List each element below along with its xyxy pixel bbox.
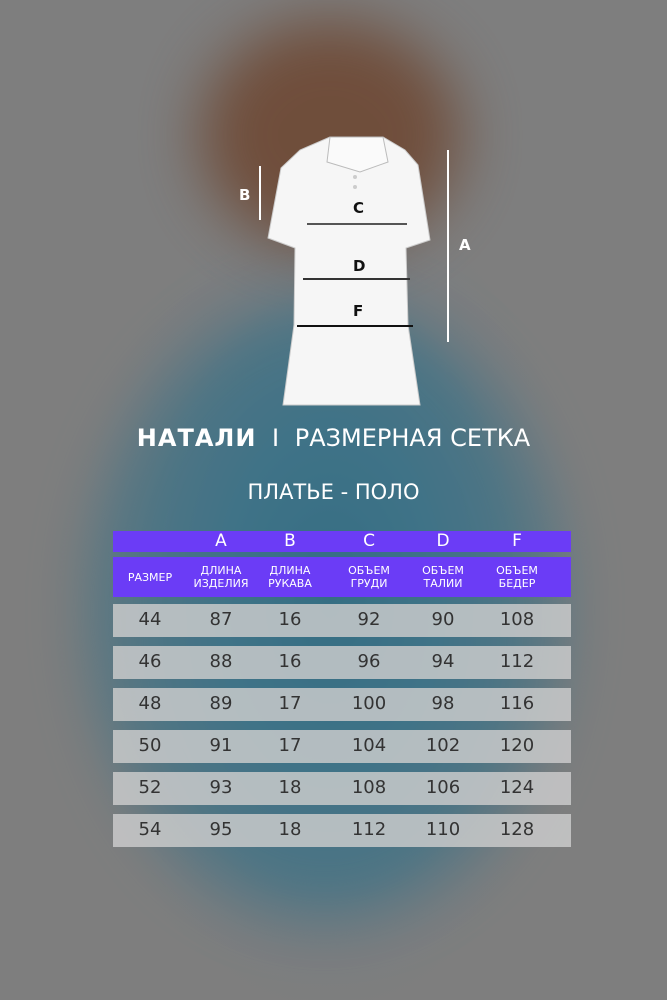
- table-cell: 44: [138, 609, 162, 630]
- table-cell: 98: [431, 693, 455, 714]
- table-row: 46 88 16 96 94 112: [113, 646, 571, 679]
- column-header-row: РАЗМЕР ДЛИНА ИЗДЕЛИЯ ДЛИНА РУКАВА ОБЪЕМ ГРУ…: [113, 557, 571, 597]
- column-letter: A: [215, 531, 227, 551]
- table-cell: 112: [499, 651, 535, 672]
- table-cell: 128: [499, 819, 535, 840]
- table-row: 48 89 17 100 98 116: [113, 688, 571, 721]
- table-cell: 100: [351, 693, 387, 714]
- table-row: 50 91 17 104 102 120: [113, 730, 571, 763]
- table-cell: 91: [209, 735, 233, 756]
- table-cell: 17: [278, 735, 302, 756]
- table-cell: 50: [138, 735, 162, 756]
- label-b: B: [239, 186, 251, 204]
- table-cell: 52: [138, 777, 162, 798]
- table-cell: 112: [351, 819, 387, 840]
- table-cell: 95: [209, 819, 233, 840]
- table-cell: 89: [209, 693, 233, 714]
- column-letter: C: [363, 531, 375, 551]
- brand-separator: I: [272, 424, 280, 452]
- table-row: 44 87 16 92 90 108: [113, 604, 571, 637]
- table-cell: 116: [499, 693, 535, 714]
- table-cell: 106: [425, 777, 461, 798]
- table-cell: 16: [278, 651, 302, 672]
- column-header: ОБЪЕМ БЕДЕР: [496, 564, 538, 590]
- table-cell: 104: [351, 735, 387, 756]
- table-cell: 90: [431, 609, 455, 630]
- page-title: РАЗМЕРНАЯ СЕТКА: [294, 424, 531, 452]
- table-cell: 54: [138, 819, 162, 840]
- table-cell: 48: [138, 693, 162, 714]
- product-subtitle: ПЛАТЬЕ - ПОЛО: [247, 480, 420, 504]
- column-letter: D: [436, 531, 450, 551]
- table-cell: 120: [499, 735, 535, 756]
- polo-dress-diagram: [259, 136, 449, 406]
- table-cell: 18: [278, 777, 302, 798]
- table-cell: 18: [278, 819, 302, 840]
- column-header: ДЛИНА ИЗДЕЛИЯ: [193, 564, 249, 590]
- table-cell: 108: [499, 609, 535, 630]
- table-cell: 93: [209, 777, 233, 798]
- column-letter: F: [512, 531, 522, 551]
- brand-title: НАТАЛИ I РАЗМЕРНАЯ СЕТКА: [0, 424, 667, 452]
- table-cell: 94: [431, 651, 455, 672]
- column-header: ОБЪЕМ ТАЛИИ: [422, 564, 464, 590]
- table-cell: 96: [357, 651, 381, 672]
- column-header: РАЗМЕР: [127, 571, 173, 584]
- brand-name: НАТАЛИ: [136, 424, 257, 452]
- table-row: 54 95 18 112 110 128: [113, 814, 571, 847]
- label-a: A: [459, 236, 471, 254]
- table-row: 52 93 18 108 106 124: [113, 772, 571, 805]
- table-cell: 16: [278, 609, 302, 630]
- label-c: C: [353, 199, 365, 217]
- column-header: ОБЪЕМ ГРУДИ: [348, 564, 390, 590]
- table-cell: 102: [425, 735, 461, 756]
- table-cell: 17: [278, 693, 302, 714]
- column-header: ДЛИНА РУКАВА: [268, 564, 312, 590]
- table-cell: 87: [209, 609, 233, 630]
- table-cell: 88: [209, 651, 233, 672]
- label-d: D: [353, 257, 366, 275]
- label-f: F: [353, 302, 364, 320]
- table-cell: 92: [357, 609, 381, 630]
- column-letter: B: [284, 531, 296, 551]
- table-cell: 124: [499, 777, 535, 798]
- table-cell: 46: [138, 651, 162, 672]
- table-cell: 110: [425, 819, 461, 840]
- table-cell: 108: [351, 777, 387, 798]
